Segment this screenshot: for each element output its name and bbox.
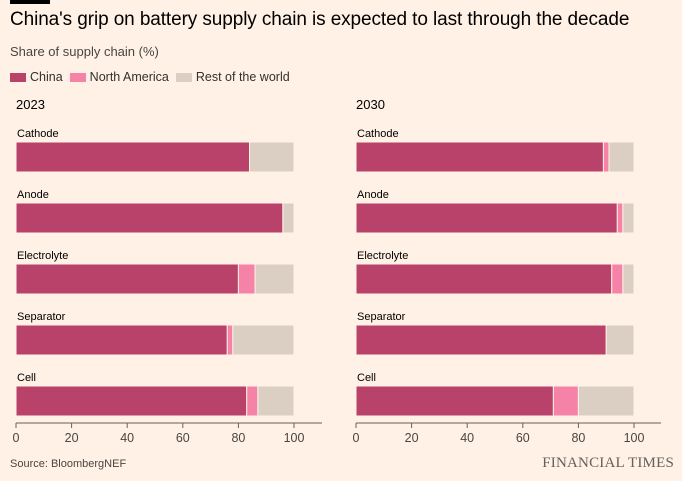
legend-item-north-america: North America xyxy=(69,70,169,84)
x-tick-label-100-2023: 100 xyxy=(284,431,305,445)
legend-swatch-china xyxy=(10,72,26,82)
bar-anode-china-2030 xyxy=(355,202,618,234)
bar-electrolyte-north-america-2030 xyxy=(611,263,624,295)
bar-cell-north-america-2023 xyxy=(246,385,259,417)
category-label-cathode-2023: Cathode xyxy=(17,128,59,140)
legend-swatch-north-america xyxy=(69,72,86,82)
x-tick-label-60-2030: 60 xyxy=(516,431,530,445)
brand-logo: FINANCIAL TIMES xyxy=(542,455,674,471)
bar-separator-china-2023 xyxy=(15,324,228,356)
category-label-cathode-2030: Cathode xyxy=(357,128,399,140)
bar-cathode-rest-of-the-world-2030 xyxy=(608,141,635,173)
top-rule xyxy=(10,0,50,4)
bar-separator-china-2030 xyxy=(355,324,607,356)
category-label-cell-2023: Cell xyxy=(17,372,36,384)
bar-electrolyte-north-america-2023 xyxy=(237,263,256,295)
x-tick-label-0-2023: 0 xyxy=(13,431,20,445)
x-tick-label-0-2030: 0 xyxy=(353,431,360,445)
bar-electrolyte-china-2023 xyxy=(15,263,239,295)
x-tick-label-60-2023: 60 xyxy=(176,431,190,445)
bar-electrolyte-rest-of-the-world-2023 xyxy=(254,263,295,295)
x-tick-label-100-2030: 100 xyxy=(624,431,645,445)
bar-cell-rest-of-the-world-2030 xyxy=(577,385,635,417)
bar-cathode-north-america-2030 xyxy=(602,141,610,173)
legend-label-china: China xyxy=(30,70,63,84)
category-label-anode-2030: Anode xyxy=(357,189,389,201)
bar-cell-north-america-2030 xyxy=(552,385,579,417)
bar-anode-rest-of-the-world-2023 xyxy=(282,202,295,234)
bar-cathode-china-2023 xyxy=(15,141,251,173)
x-tick-label-20-2030: 20 xyxy=(405,431,419,445)
panel-title-2030: 2030 xyxy=(356,97,385,112)
x-tick-label-40-2030: 40 xyxy=(460,431,474,445)
bar-separator-rest-of-the-world-2023 xyxy=(232,324,295,356)
category-label-separator-2023: Separator xyxy=(17,311,66,323)
legend-label-rest-of-world: Rest of the world xyxy=(195,70,290,84)
chart-subtitle: Share of supply chain (%) xyxy=(10,44,159,59)
x-tick-label-80-2023: 80 xyxy=(231,431,245,445)
category-label-electrolyte-2030: Electrolyte xyxy=(357,250,408,262)
legend: China North America Rest of the world xyxy=(10,70,297,84)
category-label-cell-2030: Cell xyxy=(357,372,376,384)
legend-item-china: China xyxy=(10,70,63,84)
bar-electrolyte-rest-of-the-world-2030 xyxy=(622,263,635,295)
category-label-separator-2030: Separator xyxy=(357,311,406,323)
legend-label-north-america: North America xyxy=(89,70,169,84)
bar-cell-china-2030 xyxy=(355,385,554,417)
category-label-anode-2023: Anode xyxy=(17,189,49,201)
bar-separator-rest-of-the-world-2030 xyxy=(605,324,635,356)
legend-item-rest-of-world: Rest of the world xyxy=(175,70,290,84)
source-note: Source: BloombergNEF xyxy=(10,458,127,470)
bar-cathode-china-2030 xyxy=(355,141,604,173)
panel-title-2023: 2023 xyxy=(16,97,45,112)
x-tick-label-80-2030: 80 xyxy=(571,431,585,445)
bar-cathode-rest-of-the-world-2023 xyxy=(249,141,295,173)
bar-separator-north-america-2023 xyxy=(226,324,234,356)
x-tick-label-40-2023: 40 xyxy=(120,431,134,445)
bar-anode-china-2023 xyxy=(15,202,284,234)
bar-cell-china-2023 xyxy=(15,385,248,417)
bar-anode-north-america-2030 xyxy=(616,202,624,234)
chart-title: China's grip on battery supply chain is … xyxy=(10,9,630,30)
bar-electrolyte-china-2030 xyxy=(355,263,613,295)
x-tick-label-20-2023: 20 xyxy=(65,431,79,445)
bar-anode-rest-of-the-world-2030 xyxy=(622,202,635,234)
legend-swatch-rest-of-world xyxy=(175,72,192,82)
bar-cell-rest-of-the-world-2023 xyxy=(257,385,295,417)
category-label-electrolyte-2023: Electrolyte xyxy=(17,250,68,262)
